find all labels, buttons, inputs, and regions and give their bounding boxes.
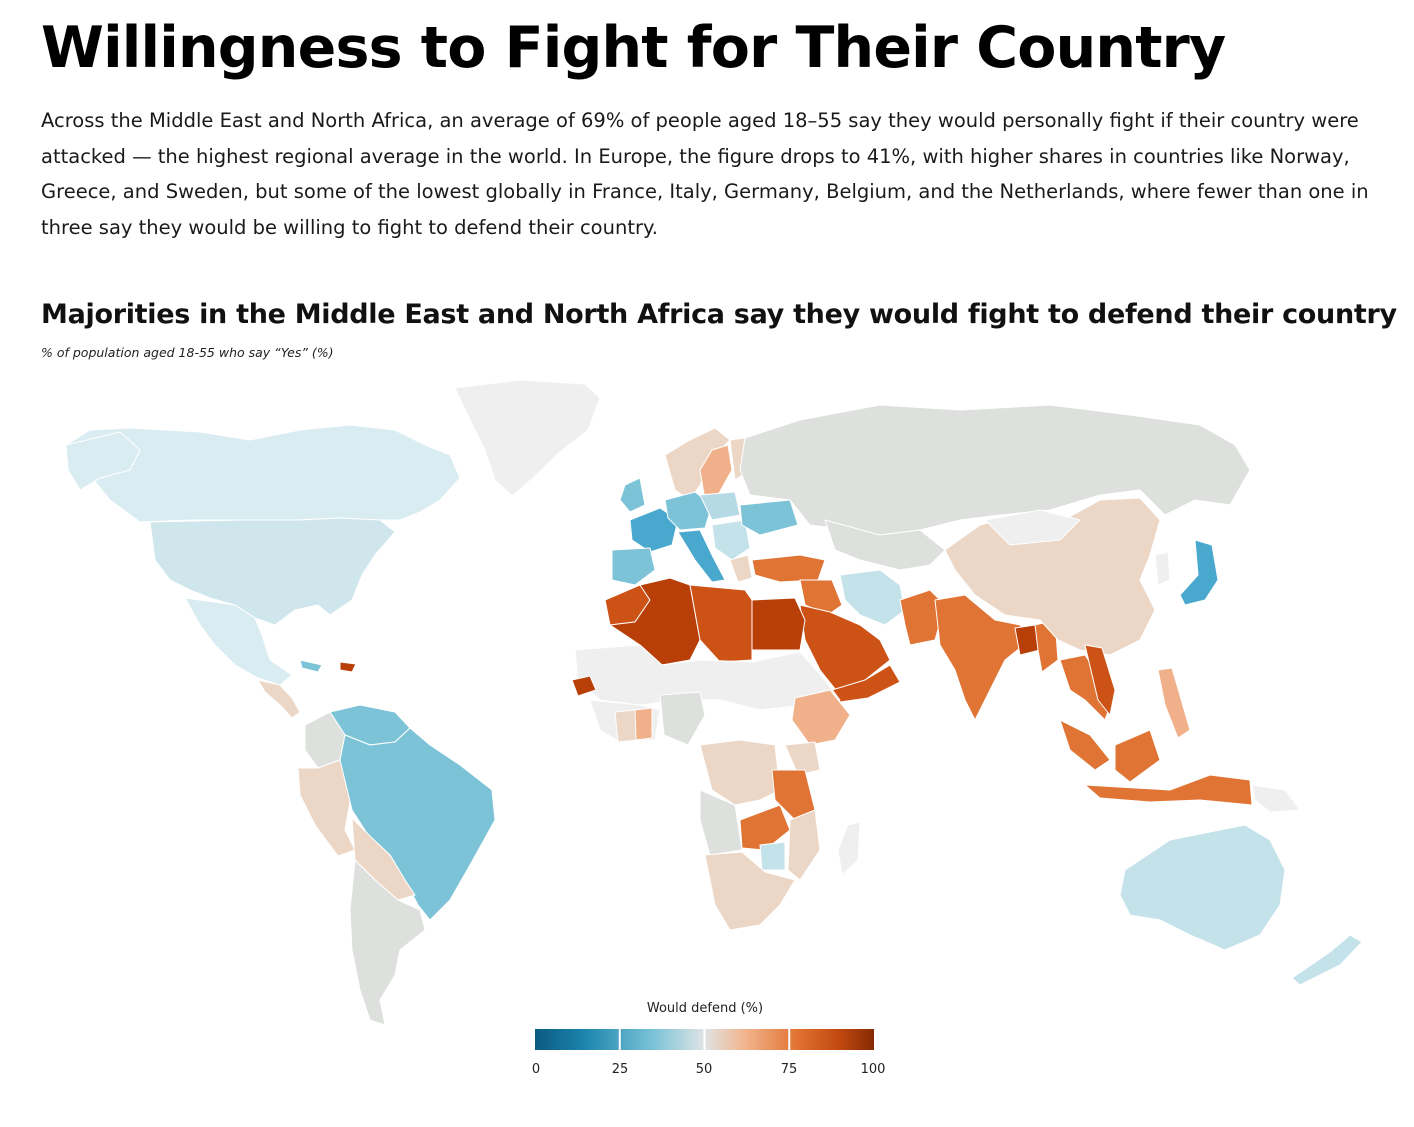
region-spain[interactable] [611, 547, 656, 586]
region-dominican-republic[interactable] [339, 661, 357, 673]
legend-tick-75: 75 [780, 1062, 798, 1077]
legend-tick-100: 100 [860, 1062, 886, 1077]
region-angola[interactable] [699, 789, 743, 856]
region-turkey[interactable] [751, 554, 826, 583]
legend-title: Would defend (%) [646, 1001, 764, 1016]
region-kenya[interactable] [784, 741, 821, 776]
region-india[interactable] [934, 594, 1031, 721]
region-pakistan[interactable] [899, 589, 946, 646]
region-argentina[interactable] [349, 859, 426, 1026]
region-caribbean[interactable] [299, 659, 323, 673]
region-new-zealand[interactable] [1291, 934, 1363, 986]
region-iraq[interactable] [799, 579, 843, 616]
region-saudi-arabia[interactable] [799, 604, 891, 696]
region-senegal[interactable] [571, 675, 597, 697]
region-iran[interactable] [839, 569, 906, 626]
chart-subtitle: Majorities in the Middle East and North … [41, 299, 1397, 330]
region-zimbabwe[interactable] [759, 841, 786, 871]
legend-tick-50: 50 [695, 1062, 713, 1077]
region-central-asia[interactable] [824, 519, 946, 571]
legend-tick-25: 25 [611, 1062, 629, 1077]
region-vietnam[interactable] [1084, 644, 1116, 716]
page-title: Willingness to Fight for Their Country [41, 15, 1226, 81]
region-philippines[interactable] [1157, 667, 1191, 739]
intro-paragraph: Across the Middle East and North Africa,… [41, 109, 1369, 239]
world-map [65, 379, 1363, 1026]
chart-note: % of population aged 18-55 who say “Yes”… [41, 345, 334, 360]
legend-tick-0: 0 [531, 1062, 541, 1077]
region-germany[interactable] [664, 491, 713, 531]
region-poland[interactable] [699, 491, 741, 521]
region-malaysia[interactable] [1059, 719, 1111, 771]
region-greenland[interactable] [454, 379, 601, 497]
region-drc[interactable] [699, 739, 781, 806]
region-indonesia[interactable] [1084, 774, 1253, 806]
region-uk[interactable] [619, 477, 646, 513]
region-canada[interactable] [65, 424, 461, 523]
region-mozambique[interactable] [787, 809, 821, 881]
region-libya[interactable] [689, 584, 753, 663]
region-madagascar[interactable] [837, 821, 861, 876]
region-usa[interactable] [149, 517, 396, 626]
legend-color-bar [535, 1029, 874, 1050]
region-southern-africa[interactable] [704, 851, 796, 931]
region-japan[interactable] [1179, 539, 1219, 606]
region-nigeria[interactable] [634, 707, 653, 741]
region-greece[interactable] [729, 554, 753, 583]
region-balkans[interactable] [711, 519, 751, 561]
region-borneo[interactable] [1114, 729, 1161, 783]
region-ethiopia[interactable] [791, 689, 851, 746]
region-ukraine[interactable] [739, 499, 799, 536]
region-france[interactable] [629, 507, 679, 553]
region-mongolia[interactable] [984, 509, 1081, 546]
region-papua[interactable] [1251, 784, 1301, 813]
region-egypt[interactable] [751, 597, 806, 651]
region-italy[interactable] [677, 529, 726, 583]
region-ghana[interactable] [614, 709, 639, 743]
region-australia[interactable] [1119, 824, 1286, 951]
region-korea[interactable] [1154, 551, 1171, 586]
region-peru[interactable] [297, 759, 356, 857]
region-russia[interactable] [739, 404, 1251, 536]
region-mexico[interactable] [184, 597, 293, 686]
region-alaska[interactable] [65, 431, 141, 491]
region-cameroon[interactable] [659, 691, 706, 746]
region-zambia[interactable] [739, 804, 791, 851]
region-central-america[interactable] [257, 679, 301, 719]
